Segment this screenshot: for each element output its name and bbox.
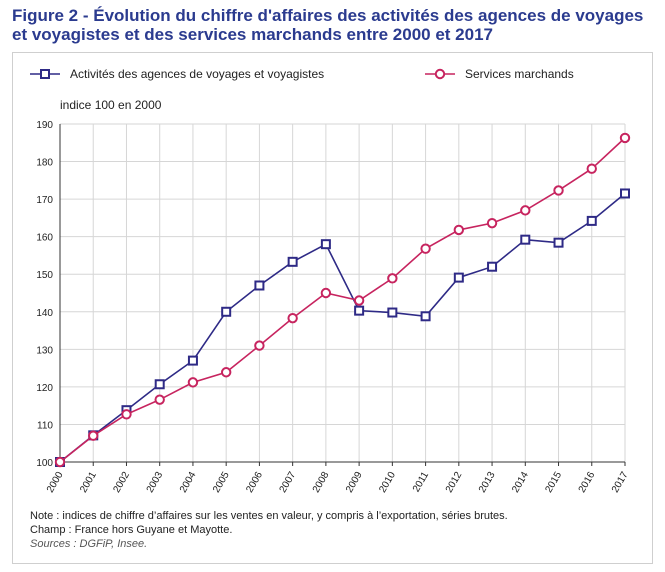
data-point-series-1 — [254, 280, 265, 291]
series-line-2 — [59, 137, 626, 463]
x-tick-label: 2003 — [145, 470, 166, 495]
data-point-series-2 — [553, 185, 564, 196]
x-tick-label: 2008 — [311, 470, 332, 495]
data-point-series-2 — [220, 367, 232, 378]
x-tick-label: 2014 — [510, 470, 531, 495]
x-tick-label: 2015 — [543, 470, 564, 495]
x-tick-label: 2010 — [377, 470, 398, 495]
data-point-series-1 — [420, 311, 431, 322]
chart-frame — [12, 52, 653, 564]
data-point-series-1 — [487, 261, 498, 272]
y-tick-label: 170 — [36, 195, 53, 206]
grid — [59, 123, 626, 463]
data-point-series-1 — [586, 215, 597, 226]
data-point-series-1 — [354, 305, 365, 316]
x-tick-label: 2017 — [610, 470, 631, 495]
data-point-series-2 — [154, 394, 165, 405]
y-tick-label: 100 — [36, 458, 53, 469]
data-point-series-1 — [620, 188, 630, 199]
legend-label-1: Activités des agences de voyages et voya… — [70, 67, 324, 81]
data-point-series-1 — [287, 256, 298, 267]
x-tick-label: 2004 — [178, 470, 199, 495]
y-tick-label: 110 — [37, 420, 53, 431]
axes: 100 110 120 130 140 150 160 170 180 190 2000 2001 20… — [36, 120, 631, 495]
x-tick-label: 2005 — [211, 470, 232, 495]
x-tick-label: 2009 — [344, 470, 365, 495]
x-tick-label: 2002 — [111, 470, 132, 495]
x-tick-label: 2000 — [45, 470, 66, 495]
data-point-series-1 — [553, 237, 564, 248]
y-tick-label: 180 — [36, 158, 53, 169]
data-point-series-2 — [420, 243, 431, 254]
y-tick-label: 150 — [36, 270, 53, 281]
x-tick-label: 2012 — [444, 470, 465, 495]
figure-title: Figure 2 - Évolution du chiffre d'affair… — [12, 6, 644, 44]
y-tick-label: 120 — [36, 383, 53, 394]
scope-text: Champ : France hors Guyane et Mayotte. — [30, 524, 233, 536]
x-tick-label: 2016 — [577, 470, 598, 495]
sources-text: Sources : DGFiP, Insee. — [30, 538, 148, 550]
legend-marker-2 — [434, 68, 446, 80]
legend-label-2: Services marchands — [465, 67, 574, 81]
data-point-series-2 — [520, 205, 531, 216]
y-tick-label: 160 — [36, 233, 53, 244]
data-point-series-1 — [387, 307, 398, 318]
data-point-series-2 — [353, 295, 365, 306]
data-point-series-2 — [619, 132, 631, 144]
x-tick-label: 2013 — [477, 470, 498, 495]
legend-marker-1 — [40, 69, 50, 79]
y-tick-label: 130 — [36, 345, 53, 356]
y-tick-label: 190 — [36, 120, 53, 131]
note-text: Note : indices de chiffre d’affaires sur… — [30, 510, 508, 522]
x-tick-label: 2001 — [78, 470, 99, 495]
data-point-series-1 — [520, 234, 531, 245]
data-point-series-2 — [453, 224, 465, 236]
data-point-series-1 — [320, 239, 331, 250]
notes: Note : indices de chiffre d’affaires sur… — [30, 509, 508, 551]
legend: Activités des agences de voyages et voya… — [30, 67, 574, 81]
data-point-series-2 — [54, 456, 66, 468]
data-point-series-2 — [88, 430, 99, 441]
y-axis-label: indice 100 en 2000 — [60, 98, 162, 112]
data-point-series-2 — [586, 163, 597, 174]
series-layer — [54, 132, 631, 468]
data-point-series-2 — [387, 273, 398, 284]
data-point-series-2 — [187, 377, 199, 388]
x-tick-label: 2007 — [278, 470, 299, 495]
data-point-series-1 — [221, 306, 232, 317]
data-point-series-2 — [121, 409, 132, 420]
data-point-series-2 — [486, 217, 498, 229]
y-tick-label: 140 — [36, 308, 53, 319]
data-point-series-1 — [187, 355, 198, 366]
data-point-series-1 — [154, 379, 165, 390]
x-tick-label: 2006 — [244, 470, 265, 495]
x-tick-label: 2011 — [411, 470, 431, 495]
data-point-series-2 — [287, 312, 298, 324]
series-line-1 — [59, 192, 626, 463]
data-point-series-2 — [254, 340, 265, 351]
data-point-series-1 — [453, 272, 464, 283]
data-point-series-2 — [320, 287, 332, 299]
